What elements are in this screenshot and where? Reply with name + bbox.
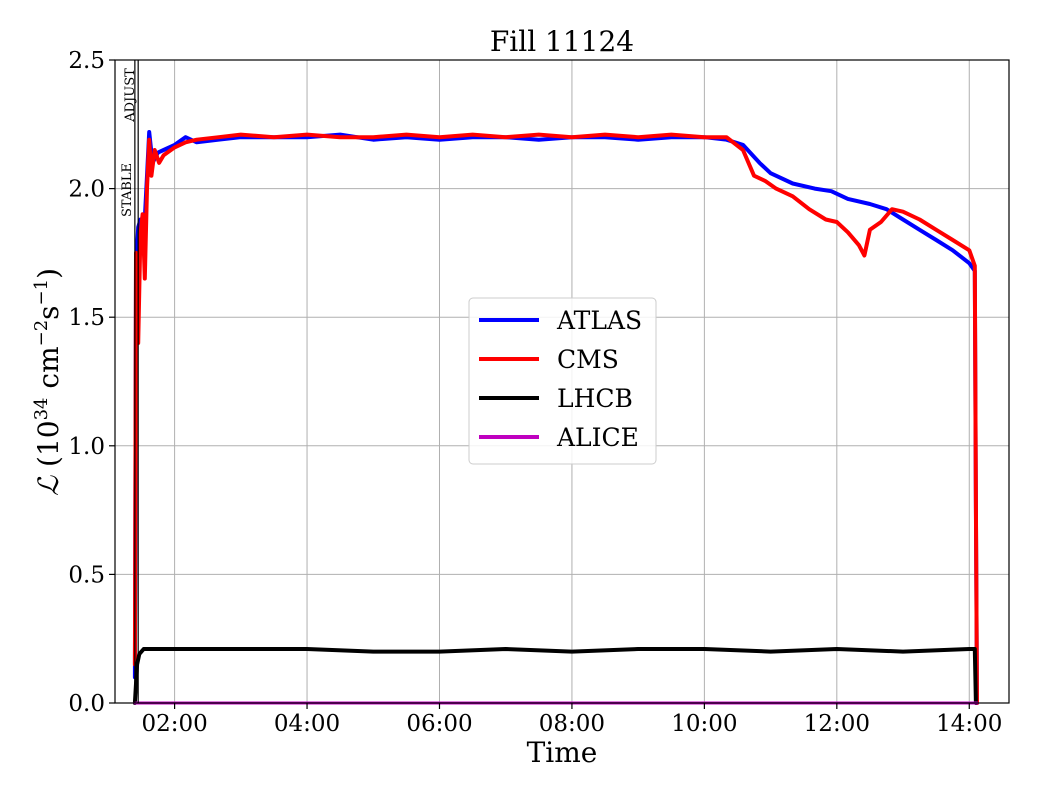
y-axis-unit-exp2: −2 (31, 320, 52, 347)
legend-box (468, 297, 657, 465)
legend: ATLAS CMS LHCB ALICE (468, 297, 657, 465)
y-axis-label: ℒ (1034 cm−2s−1) (31, 268, 65, 496)
y-tick-label: 1.0 (68, 434, 105, 460)
y-axis-unit-mid: cm (32, 346, 65, 397)
stable-beam-markers: ADJUST STABLE (120, 60, 139, 703)
y-tick-label: 0.5 (68, 562, 105, 588)
y-axis-unit-s: s (32, 305, 65, 319)
y-axis-unit-open: (10 (32, 420, 65, 475)
y-axis-symbol: ℒ (32, 475, 65, 496)
stable-marker-label: STABLE (120, 163, 135, 217)
x-tick-label: 10:00 (671, 711, 737, 737)
y-axis-unit-exp3: −1 (31, 279, 52, 306)
y-tick-label: 1.5 (68, 305, 105, 331)
plot-area-frame (114, 59, 1010, 704)
x-tick-label: 12:00 (804, 711, 870, 737)
x-tick-label: 08:00 (539, 711, 605, 737)
x-tick-label: 14:00 (936, 711, 1002, 737)
x-tick-label: 06:00 (406, 711, 472, 737)
series-lhcb-line (132, 647, 978, 705)
y-tick-label: 2.0 (68, 177, 105, 203)
x-tick-label: 04:00 (274, 711, 340, 737)
legend-label-alice: ALICE (556, 423, 639, 452)
adjust-marker-label: ADJUST (123, 68, 138, 123)
legend-label-cms: CMS (557, 345, 619, 374)
legend-label-lhcb: LHCB (557, 384, 633, 413)
axis-ticks: 02:00 04:00 06:00 08:00 10:00 12:00 14:00 0.0 0.… (68, 48, 1002, 737)
y-axis-unit-close: ) (32, 268, 65, 279)
y-axis-unit-exp1: 34 (31, 398, 52, 421)
x-tick-label: 02:00 (141, 711, 207, 737)
chart-title: Fill 11124 (490, 25, 634, 58)
y-tick-label: 2.5 (68, 48, 105, 74)
x-axis-label: Time (527, 736, 598, 769)
legend-label-atlas: ATLAS (556, 306, 642, 335)
series-cms-line (132, 132, 979, 705)
y-tick-label: 0.0 (68, 691, 105, 717)
